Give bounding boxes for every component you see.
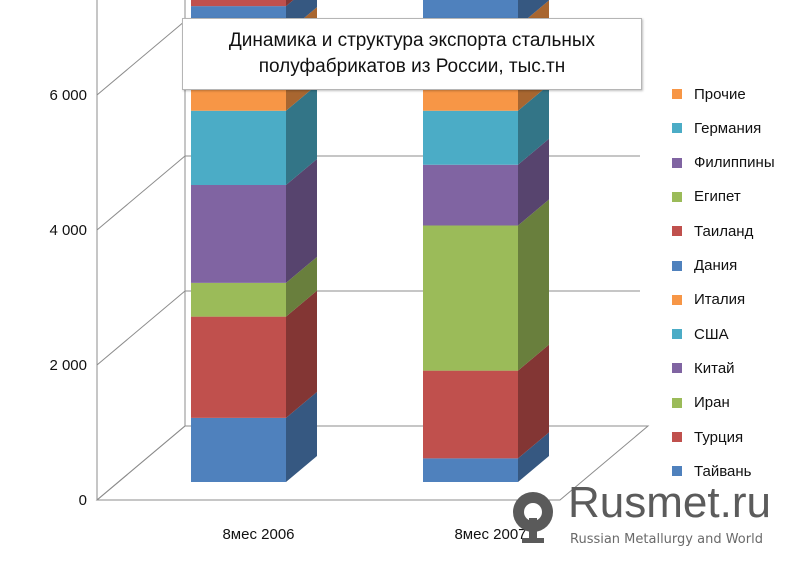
rusmet-watermark: Rusmet.ru Russian Metallurgy and World (508, 478, 798, 552)
y-tick-label: 6 000 (49, 87, 87, 104)
legend-swatch (672, 260, 682, 271)
legend-swatch (672, 432, 682, 442)
bar-segment-side (518, 432, 549, 482)
legend-item: Тайвань (672, 461, 751, 481)
gridline-side (96, 20, 186, 96)
legend-label: Италия (694, 291, 746, 309)
bar-segment-side (518, 84, 549, 165)
bar-segment-side (286, 256, 317, 317)
legend-label: Филиппины (694, 154, 775, 172)
y-tick-label: 0 (79, 492, 87, 509)
bar-segment-front (191, 185, 286, 283)
legend-label: Прочие (694, 85, 746, 103)
bar-segment (423, 84, 549, 165)
bar-segment-side (286, 0, 294, 7)
bar-segment (191, 159, 317, 283)
legend-swatch (672, 294, 682, 305)
bar-segment-side (286, 391, 317, 482)
rusmet-subtitle-text: Russian Metallurgy and World (570, 532, 763, 547)
bar-segment (423, 199, 549, 371)
legend-item: Дания (672, 256, 737, 276)
legend-item: Филиппины (672, 153, 775, 173)
chart-title: Динамика и структура экспорта стальных п… (182, 18, 642, 90)
bar-segment (191, 391, 317, 482)
bar-segment (423, 344, 549, 459)
legend-swatch (672, 363, 682, 374)
legend-swatch (672, 123, 682, 134)
y-tick-label: 4 000 (49, 222, 87, 239)
legend-swatch (672, 191, 682, 202)
legend-label: Таиланд (694, 222, 754, 240)
bar-segment (191, 84, 317, 185)
y-tick-label: 2 000 (49, 357, 87, 374)
bar-segment-side (518, 138, 549, 226)
bar-segment-side (286, 159, 317, 283)
legend-swatch (672, 397, 682, 408)
legend-label: Тайвань (694, 462, 752, 480)
bar-segment-side (518, 199, 549, 371)
legend-swatch (672, 329, 682, 340)
legend-label: Китай (694, 359, 735, 377)
rusmet-brand-text: Rusmet.ru (568, 478, 771, 527)
gridline-side (96, 290, 186, 366)
chart-title-line-1: Динамика и структура экспорта стальных (228, 30, 596, 51)
legend-item: Египет (672, 187, 741, 207)
legend-label: Египет (694, 188, 741, 206)
legend-swatch (672, 157, 682, 168)
legend-item: Иран (672, 393, 730, 413)
legend-item: Прочие (672, 84, 746, 104)
bar-segment-front (191, 282, 286, 317)
bar-segment-front (191, 0, 286, 7)
legend-swatch (672, 226, 682, 237)
rusmet-logo-icon (513, 492, 553, 543)
legend-item: Италия (672, 290, 745, 310)
bar-segment (191, 290, 317, 418)
gridline-side (96, 155, 186, 231)
legend-label: Иран (694, 394, 730, 412)
bar-segment-side (286, 84, 317, 185)
bar-segment (191, 256, 317, 317)
legend-label: Германия (694, 119, 762, 137)
legend-item: США (672, 324, 729, 344)
bar-segment-side (286, 290, 317, 418)
bar-segment-front (191, 417, 286, 482)
bar-segment-front (191, 110, 286, 185)
chart-floor (95, 425, 650, 501)
x-tick-label: 8мес 2006 (222, 526, 294, 543)
bar-segment-front (423, 370, 518, 459)
legend-label: США (694, 325, 729, 343)
legend-swatch (672, 466, 682, 477)
bar-segment-front (423, 458, 518, 482)
legend-swatch (672, 89, 682, 99)
legend-item: Китай (672, 358, 735, 378)
bar-segment (191, 0, 294, 7)
bar-segment-front (423, 110, 518, 165)
legend-item: Таиланд (672, 221, 753, 241)
legend-label: Турция (694, 428, 744, 446)
legend-item: Германия (672, 118, 761, 138)
bar-segment (423, 138, 549, 226)
bar-segment (423, 432, 549, 482)
bar-segment-front (191, 316, 286, 418)
legend-item: Турция (672, 427, 743, 447)
chart-title-line-2: полуфабрикатов из России, тыс.тн (258, 56, 566, 77)
x-tick-label: 8мес 2007 (454, 526, 526, 543)
bar-segment-front (423, 164, 518, 226)
legend-label: Дания (694, 257, 738, 274)
bar-segment-side (518, 344, 549, 459)
bar-segment-front (423, 225, 518, 371)
